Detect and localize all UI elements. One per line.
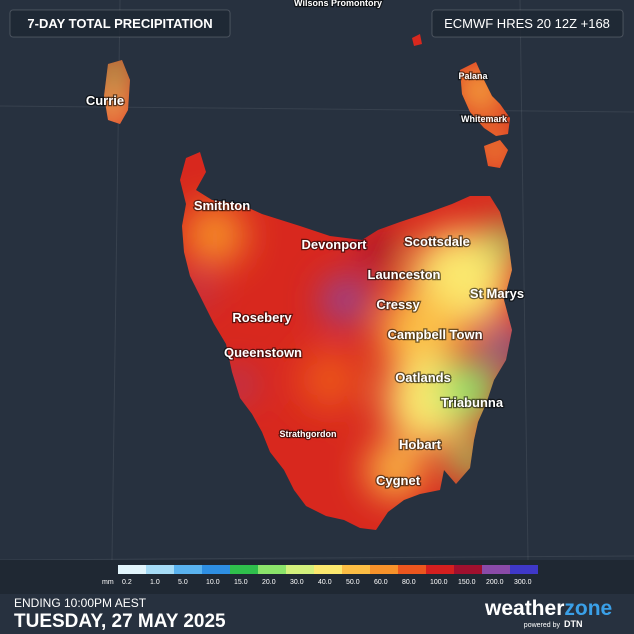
legend-label: 200.0 [486, 579, 504, 586]
legend-swatch [202, 565, 230, 574]
legend-swatch [258, 565, 286, 574]
place-label: Hobart [399, 437, 442, 452]
legend-label: 30.0 [290, 579, 304, 586]
place-label: Launceston [368, 267, 441, 282]
legend-label: 150.0 [458, 579, 476, 586]
legend-label: 15.0 [234, 579, 248, 586]
place-label: Cressy [376, 297, 420, 312]
brand-word: weather [484, 597, 564, 620]
place-label: Smithton [194, 198, 250, 213]
brand-partner: DTN [564, 619, 583, 629]
legend-swatch [482, 565, 510, 574]
brand-logo: weatherzone [484, 597, 612, 620]
brand-accent: zone [564, 597, 612, 620]
place-label: Oatlands [395, 370, 451, 385]
place-label: Devonport [302, 237, 368, 252]
legend-swatch [370, 565, 398, 574]
legend-swatch [286, 565, 314, 574]
legend-swatch [230, 565, 258, 574]
legend-label: 300.0 [514, 579, 532, 586]
place-label: Campbell Town [387, 327, 482, 342]
legend-label: 5.0 [178, 579, 188, 586]
legend-swatch [398, 565, 426, 574]
place-label: Scottsdale [404, 234, 470, 249]
legend-label: 0.2 [122, 579, 132, 586]
date-label: TUESDAY, 27 MAY 2025 [14, 611, 226, 632]
legend-label: 40.0 [318, 579, 332, 586]
legend-label: 100.0 [430, 579, 448, 586]
place-label: Whitemark [461, 114, 508, 124]
place-label: St Marys [470, 286, 524, 301]
place-label: Rosebery [232, 310, 292, 325]
legend-swatch [454, 565, 482, 574]
footer: ENDING 10:00PM AEST TUESDAY, 27 MAY 2025… [14, 596, 612, 632]
place-label: Strathgordon [280, 429, 337, 439]
legend-label: 1.0 [150, 579, 160, 586]
title-box [9, 9, 231, 38]
legend-label: 50.0 [346, 579, 360, 586]
model-box [431, 9, 624, 38]
legend-swatch [342, 565, 370, 574]
legend-swatch [118, 565, 146, 574]
legend-label: 60.0 [374, 579, 388, 586]
place-label: Cygnet [376, 473, 421, 488]
legend-swatch [426, 565, 454, 574]
legend: mm 0.2 1.0 5.0 10.0 15.0 20.0 30.0 40.0 50.0 60.0… [102, 565, 538, 586]
legend-swatch [314, 565, 342, 574]
legend-swatch [174, 565, 202, 574]
place-label: Wilsons Promontory [294, 0, 382, 8]
legend-unit: mm [102, 579, 114, 586]
precipitation-field [104, 34, 512, 530]
map-title: 7-DAY TOTAL PRECIPITATION [27, 16, 212, 31]
legend-swatch [146, 565, 174, 574]
brand-tagline: powered by [524, 622, 561, 629]
ending-label: ENDING 10:00PM AEST [14, 596, 147, 610]
model-label: ECMWF HRES 20 12Z +168 [444, 16, 610, 31]
place-labels: Wilsons Promontory Currie Palana Whitema… [85, 0, 526, 489]
header: 7-DAY TOTAL PRECIPITATION ECMWF HRES 20 … [9, 9, 624, 38]
place-label: Palana [458, 71, 488, 81]
legend-label: 10.0 [206, 579, 220, 586]
legend-swatch [510, 565, 538, 574]
place-label: Triabunna [441, 395, 504, 410]
place-label: Queenstown [224, 345, 302, 360]
place-label: Currie [86, 93, 124, 108]
legend-label: 20.0 [262, 579, 276, 586]
legend-label: 80.0 [402, 579, 416, 586]
